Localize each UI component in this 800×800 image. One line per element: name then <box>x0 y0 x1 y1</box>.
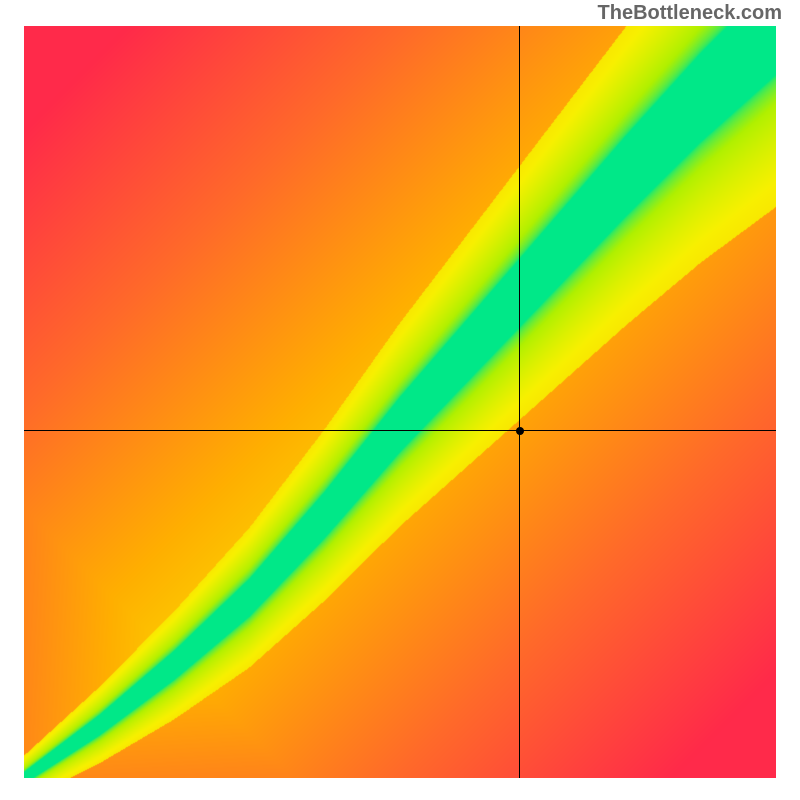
crosshair-vertical <box>519 26 520 778</box>
heatmap-canvas <box>24 26 776 778</box>
crosshair-dot <box>516 427 524 435</box>
crosshair-horizontal <box>24 430 776 431</box>
heatmap-plot <box>24 26 776 778</box>
watermark-text: TheBottleneck.com <box>598 2 782 25</box>
